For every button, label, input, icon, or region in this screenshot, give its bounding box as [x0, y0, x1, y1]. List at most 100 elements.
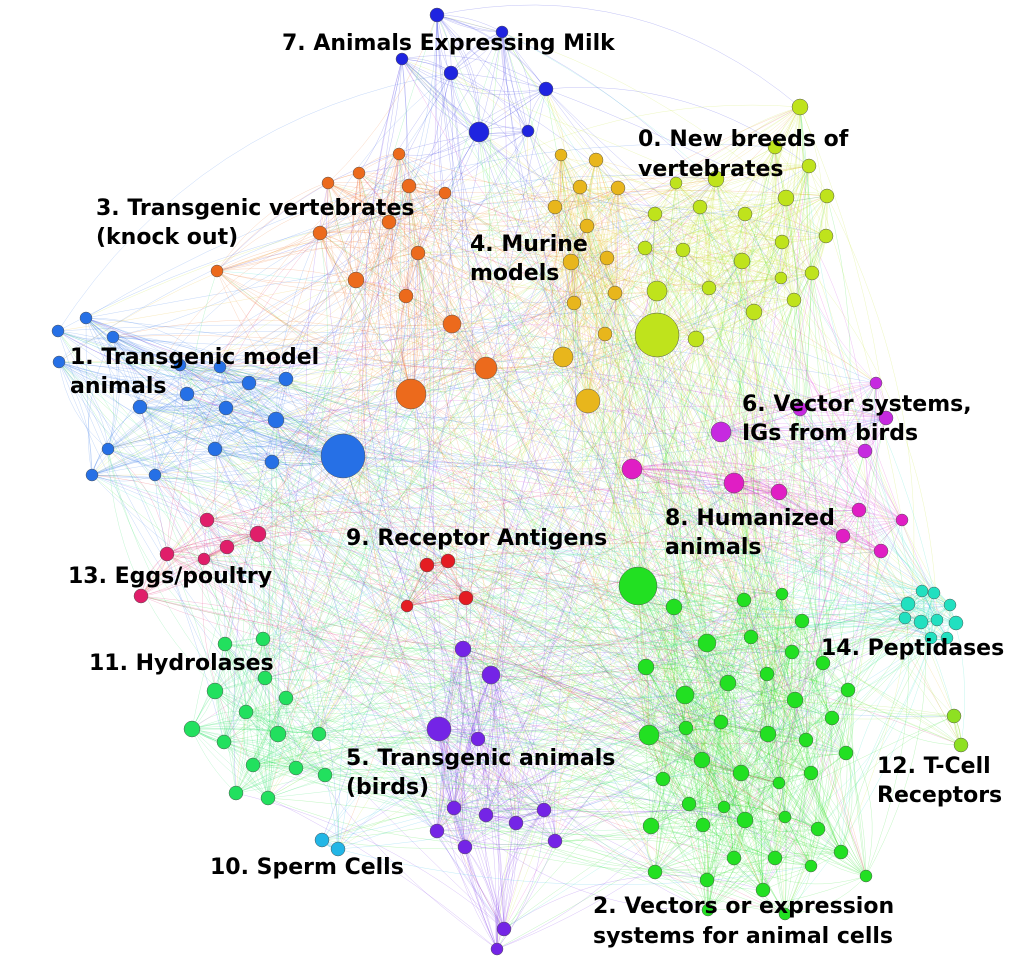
- graph-edge: [802, 772, 812, 867]
- graph-edge: [645, 666, 796, 702]
- graph-edge: [337, 848, 812, 886]
- graph-edge: [295, 617, 906, 769]
- graph-edge: [631, 468, 780, 495]
- graph-edge: [764, 733, 786, 818]
- graph-edge: [761, 651, 793, 891]
- graph-edge: [688, 803, 776, 859]
- graph-edge: [586, 178, 717, 227]
- graph-edge: [85, 317, 344, 457]
- node-c13-5: [133, 588, 149, 604]
- graph-edge: [140, 558, 205, 597]
- graph-edge: [107, 206, 556, 450]
- node-c4-7: [579, 218, 595, 234]
- graph-edge: [417, 195, 828, 258]
- graph-edge: [464, 261, 574, 848]
- graph-edge: [713, 178, 755, 313]
- graph-edge: [179, 364, 344, 457]
- graph-edge: [219, 154, 562, 368]
- graph-edge: [91, 474, 408, 607]
- graph-edge: [166, 405, 887, 555]
- graph-edge: [648, 734, 704, 826]
- graph-edge: [85, 317, 344, 457]
- graph-edge: [741, 146, 778, 262]
- graph-edge: [191, 356, 564, 730]
- graph-edge: [285, 393, 412, 699]
- graph-edge: [650, 682, 729, 827]
- graph-edge: [720, 431, 903, 521]
- graph-edge: [223, 741, 690, 810]
- graph-edge: [645, 666, 812, 867]
- graph-edge: [558, 154, 575, 304]
- graph-edge: [662, 699, 796, 780]
- graph-edge: [785, 197, 957, 624]
- node-c11-2: [257, 670, 273, 686]
- graph-edge: [706, 491, 780, 644]
- graph-edge: [637, 585, 793, 653]
- graph-edge: [631, 462, 903, 521]
- graph-edge: [720, 146, 776, 433]
- graph-edge: [139, 378, 287, 410]
- graph-edge: [140, 546, 228, 597]
- graph-edge: [742, 146, 833, 719]
- graph-edge: [139, 406, 264, 640]
- graph-edge: [723, 299, 795, 808]
- graph-edge: [285, 697, 556, 842]
- graph-edge: [285, 312, 877, 384]
- graph-edge: [631, 468, 860, 511]
- graph-edge: [501, 31, 529, 132]
- graph-edge: [685, 599, 745, 729]
- graph-edge: [644, 165, 810, 249]
- graph-edge: [139, 406, 847, 754]
- graph-edge: [85, 317, 957, 624]
- graph-edge: [391, 153, 412, 395]
- graph-edge: [285, 378, 932, 639]
- graph-edge: [235, 674, 492, 794]
- graph-edge: [85, 188, 787, 319]
- graph-edge: [441, 648, 498, 950]
- node-c4-1: [552, 346, 574, 368]
- graph-edge: [675, 165, 810, 184]
- graph-edge: [654, 213, 755, 313]
- graph-edge: [191, 723, 279, 735]
- graph-edge: [216, 270, 412, 395]
- graph-edge: [264, 455, 344, 679]
- graph-edge: [644, 247, 697, 340]
- graph-edge: [417, 213, 746, 254]
- cluster-label-c13: 13. Eggs/poultry: [68, 564, 272, 589]
- graph-edge: [277, 733, 725, 808]
- graph-edge: [58, 361, 227, 409]
- graph-edge: [570, 182, 677, 263]
- graph-edge: [774, 752, 847, 859]
- graph-edge: [277, 72, 452, 735]
- graph-edge: [560, 154, 589, 402]
- graph-edge: [57, 330, 287, 380]
- graph-edge: [91, 451, 273, 476]
- graph-edge: [85, 317, 221, 368]
- node-c2-42: [701, 903, 715, 917]
- graph-edge: [727, 682, 833, 719]
- node-c2-25: [803, 765, 819, 781]
- graph-edge: [275, 419, 466, 848]
- graph-edge: [727, 197, 801, 684]
- graph-edge: [57, 330, 438, 832]
- graph-edge: [799, 106, 823, 274]
- graph-edge: [438, 604, 951, 745]
- graph-edge: [501, 31, 529, 132]
- graph-edge: [637, 585, 793, 653]
- graph-edge: [798, 620, 807, 741]
- graph-edge: [444, 192, 782, 287]
- graph-edge: [648, 334, 667, 736]
- graph-edge: [327, 182, 453, 325]
- graph-edge: [720, 235, 827, 433]
- graph-edge: [358, 172, 782, 285]
- graph-edge: [701, 642, 712, 761]
- graph-edge: [447, 560, 729, 684]
- graph-edge: [214, 356, 564, 692]
- graph-edge: [245, 669, 796, 713]
- graph-edge: [318, 178, 717, 735]
- graph-edge: [733, 482, 882, 552]
- graph-edge: [706, 642, 867, 877]
- graph-edge: [203, 356, 564, 560]
- graph-edge: [285, 697, 326, 776]
- graph-edge: [58, 361, 690, 805]
